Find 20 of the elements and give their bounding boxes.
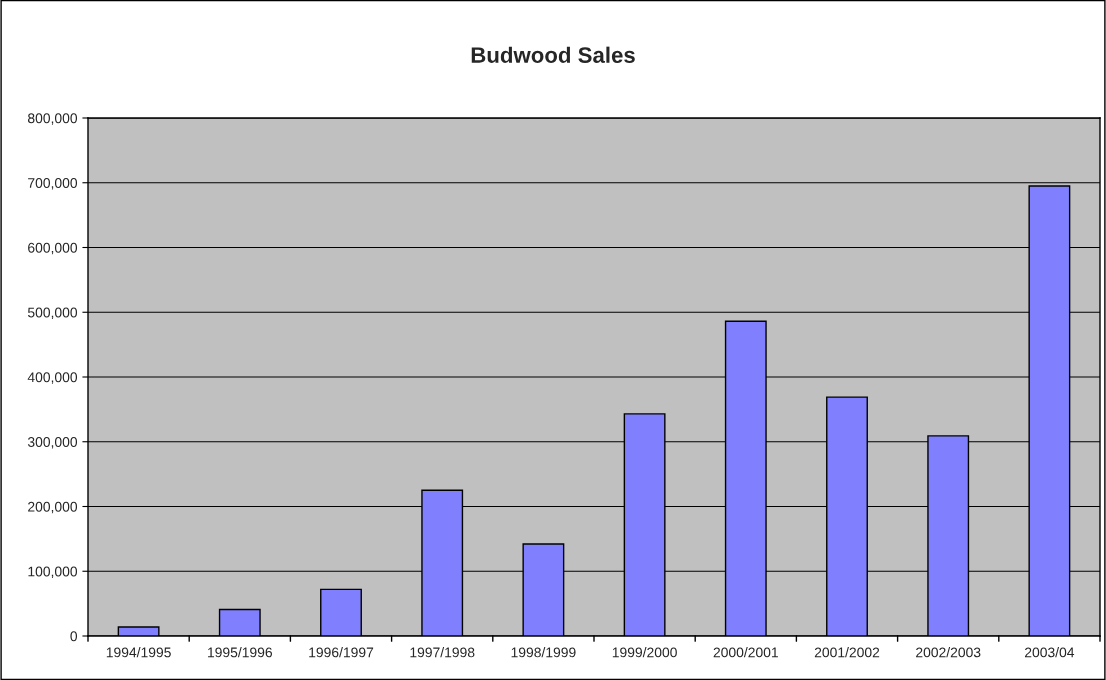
x-tick-label: 1999/2000 [612, 647, 677, 658]
y-tick-label: 800,000 [27, 113, 78, 125]
x-tick-label: 2003/04 [1025, 647, 1075, 658]
x-tick-label: 1995/1996 [208, 647, 273, 658]
x-tick-label: 2001/2002 [814, 647, 880, 658]
y-tick-label: 400,000 [27, 372, 78, 384]
y-tick-label: 300,000 [27, 437, 78, 449]
y-tick-label: 600,000 [28, 242, 78, 255]
x-tick-label: 1996/1997 [309, 647, 374, 658]
x-tick-label: 1997/1998 [410, 647, 475, 658]
x-tick-label: 2000/2001 [713, 647, 778, 658]
x-tick-label: 1998/1999 [511, 647, 576, 658]
chart-title: Budwood Sales [471, 46, 635, 63]
y-tick-label: 100,000 [28, 566, 78, 579]
y-tick-label: 0 [70, 631, 78, 642]
y-tick-label: 500,000 [27, 307, 78, 320]
x-tick-label: 2002/2003 [916, 647, 981, 658]
y-tick-label: 700,000 [28, 178, 78, 190]
x-tick-label: 1994/1995 [106, 647, 171, 658]
y-tick-label: 200,000 [28, 501, 78, 514]
